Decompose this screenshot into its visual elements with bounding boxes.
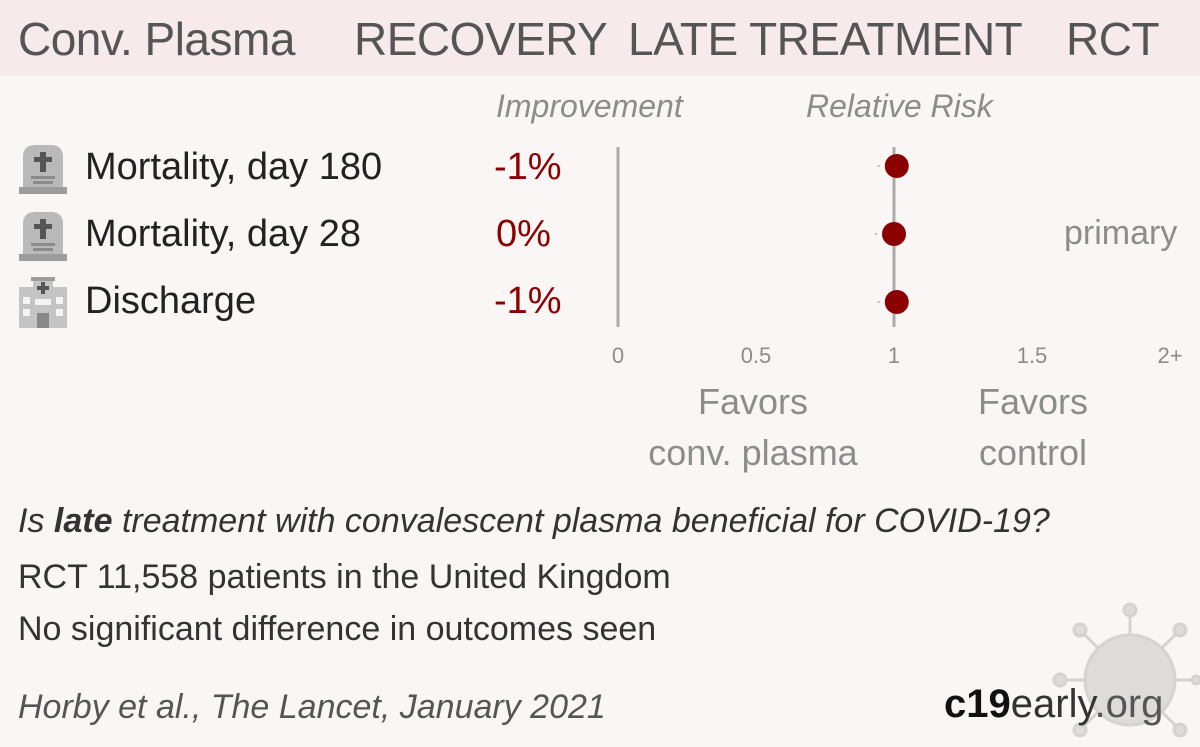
favors-control-line2: control: [978, 432, 1088, 473]
x-tick-label: 2+: [1157, 343, 1182, 368]
tombstone-icon: [19, 145, 67, 194]
question-suffix: treatment with convalescent plasma benef…: [121, 502, 1050, 540]
citation: Horby et al., The Lancet, January 2021: [18, 688, 606, 726]
question-emphasis: late: [53, 502, 113, 540]
study-design-line: RCT 11,558 patients in the United Kingdo…: [18, 558, 671, 596]
favors-control-label: Favors control: [960, 376, 1106, 478]
estimate-point: [884, 290, 909, 314]
relative-risk-plot: 0 0.5 1 1.5 2+: [612, 147, 1183, 368]
relative-risk-column-header: Relative Risk: [806, 88, 993, 124]
brand-part-1: c19: [944, 682, 1011, 726]
primary-outcome-tag: primary: [1064, 214, 1178, 252]
estimate-point: [882, 222, 906, 246]
brand-logo: c19early.org: [944, 682, 1163, 727]
outcome-label: Mortality, day 180: [85, 146, 383, 188]
outcome-label: Discharge: [85, 280, 257, 322]
x-tick-label: 1.5: [1017, 343, 1048, 368]
study-name: RECOVERY: [354, 13, 608, 65]
brand-part-2: early: [1010, 682, 1095, 726]
x-tick-label: 0.5: [741, 343, 772, 368]
hospital-icon: [19, 277, 67, 328]
treatment-name: Conv. Plasma: [18, 13, 295, 65]
study-question: Is late treatment with convalescent plas…: [18, 502, 1050, 541]
outcome-label: Mortality, day 28: [85, 213, 361, 255]
favors-control-line1: Favors: [977, 381, 1089, 422]
question-prefix: Is: [18, 502, 45, 540]
estimate-point: [884, 154, 909, 178]
study-design: RCT: [1066, 13, 1160, 65]
favors-treatment-line2: conv. plasma: [648, 432, 858, 473]
favors-treatment-label: Favors conv. plasma: [640, 376, 866, 478]
tombstone-icon: [19, 212, 67, 261]
study-result-line: No significant difference in outcomes se…: [18, 610, 657, 648]
x-tick-label: 0: [612, 343, 624, 368]
improvement-value: -1%: [494, 280, 562, 322]
favors-treatment-line1: Favors: [697, 381, 809, 422]
treatment-stage: LATE TREATMENT: [628, 13, 1023, 65]
title-bar: Conv. Plasma RECOVERY LATE TREATMENT RCT: [0, 0, 1200, 76]
improvement-value: 0%: [496, 213, 551, 255]
virus-icon: [1052, 602, 1200, 738]
x-tick-label: 1: [888, 343, 900, 368]
improvement-column-header: Improvement: [496, 88, 683, 124]
improvement-value: -1%: [494, 146, 562, 188]
brand-part-3: .org: [1094, 682, 1164, 726]
